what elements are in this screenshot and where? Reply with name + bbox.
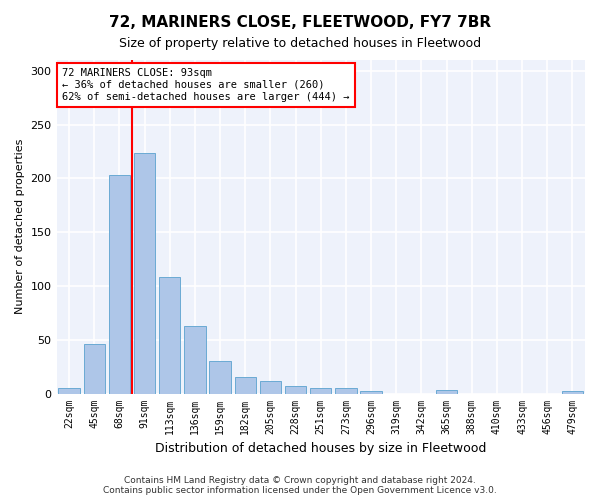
Bar (159, 278, 181, 394)
X-axis label: Distribution of detached houses by size in Fleetwood: Distribution of detached houses by size … (155, 442, 487, 455)
Bar (134, 152, 155, 394)
Bar (58, 388, 80, 394)
Text: Contains HM Land Registry data © Crown copyright and database right 2024.
Contai: Contains HM Land Registry data © Crown c… (103, 476, 497, 495)
Bar (235, 378, 256, 394)
Bar (209, 362, 231, 394)
Bar (83, 344, 105, 394)
Bar (361, 392, 382, 394)
Bar (562, 392, 583, 394)
Bar (184, 326, 206, 394)
Bar (285, 386, 307, 394)
Bar (436, 390, 457, 394)
Text: Size of property relative to detached houses in Fleetwood: Size of property relative to detached ho… (119, 38, 481, 51)
Text: 72 MARINERS CLOSE: 93sqm
← 36% of detached houses are smaller (260)
62% of semi-: 72 MARINERS CLOSE: 93sqm ← 36% of detach… (62, 68, 349, 102)
Bar (310, 388, 331, 394)
Bar (109, 175, 130, 394)
Bar (260, 380, 281, 394)
Y-axis label: Number of detached properties: Number of detached properties (15, 139, 25, 314)
Bar (335, 388, 356, 394)
Text: 72, MARINERS CLOSE, FLEETWOOD, FY7 7BR: 72, MARINERS CLOSE, FLEETWOOD, FY7 7BR (109, 15, 491, 30)
